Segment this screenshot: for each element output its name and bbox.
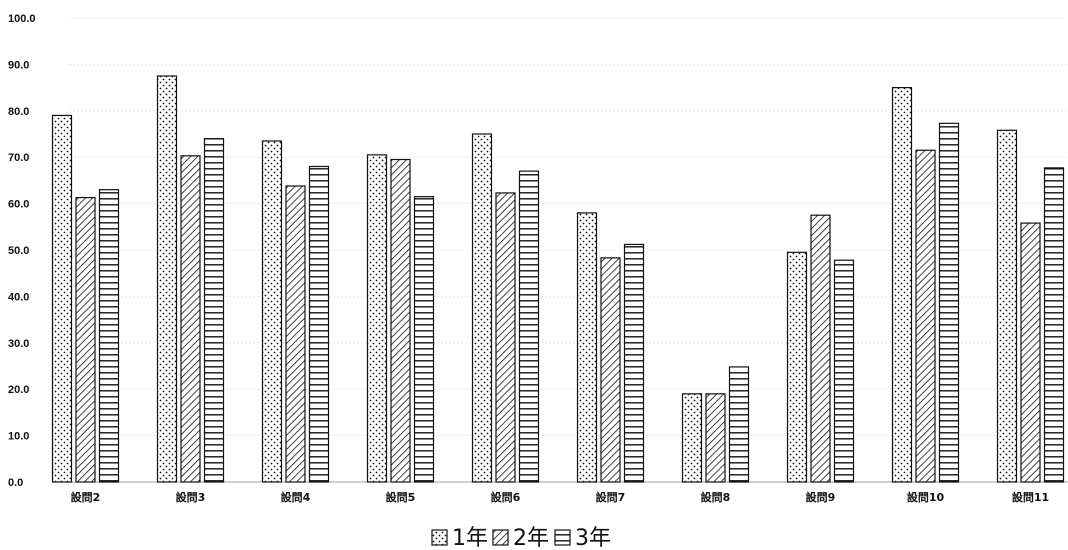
bar bbox=[203, 138, 225, 483]
x-category-label: 設問5 bbox=[386, 490, 416, 504]
bar bbox=[810, 214, 831, 483]
legend-swatch bbox=[492, 529, 509, 546]
legend-label: 1年 bbox=[452, 526, 488, 550]
bar bbox=[786, 251, 808, 483]
bar bbox=[518, 170, 540, 483]
y-axis-tick-labels: 0.0 10.0 20.0 30.0 40.0 50.0 60.0 70.0 80.0 90.0 1… bbox=[8, 13, 36, 489]
x-category-label: 設問7 bbox=[596, 490, 626, 504]
x-category-label: 設問3 bbox=[176, 490, 206, 504]
x-category-label: 設問11 bbox=[1012, 490, 1049, 504]
bar bbox=[390, 158, 411, 483]
bar bbox=[51, 114, 73, 483]
x-category-label: 設問2 bbox=[71, 490, 101, 504]
legend-label: 2年 bbox=[513, 526, 549, 550]
y-tick-label: 80.0 bbox=[8, 106, 29, 118]
bar bbox=[75, 196, 96, 483]
x-category-label: 設問6 bbox=[491, 490, 521, 504]
y-tick-label: 10.0 bbox=[8, 431, 29, 443]
bar bbox=[705, 393, 726, 483]
bar bbox=[308, 165, 330, 483]
bar bbox=[261, 140, 283, 483]
bar bbox=[1020, 222, 1041, 483]
bar bbox=[996, 129, 1018, 483]
bars bbox=[51, 75, 1065, 483]
bar bbox=[98, 189, 120, 483]
bar bbox=[728, 366, 750, 483]
x-axis-category-labels: 設問2 設問3 設問4 設問5 設問6 設問7 設問8 設問9 設問10 設問11 bbox=[71, 490, 1049, 504]
bar bbox=[495, 192, 516, 483]
bar bbox=[366, 154, 388, 483]
y-tick-label: 30.0 bbox=[8, 338, 29, 350]
x-category-label: 設問4 bbox=[281, 490, 311, 504]
bar bbox=[180, 155, 201, 483]
y-tick-label: 70.0 bbox=[8, 152, 29, 164]
y-tick-label: 100.0 bbox=[8, 13, 36, 25]
x-category-label: 設問10 bbox=[907, 490, 945, 504]
y-tick-label: 20.0 bbox=[8, 384, 29, 396]
bar bbox=[915, 149, 936, 483]
bar bbox=[413, 196, 435, 483]
bar bbox=[471, 133, 493, 483]
bar bbox=[623, 243, 645, 483]
bar bbox=[833, 259, 855, 483]
legend-label: 3年 bbox=[575, 526, 611, 550]
bar bbox=[938, 122, 960, 483]
y-tick-label: 40.0 bbox=[8, 291, 29, 303]
y-tick-label: 60.0 bbox=[8, 199, 29, 211]
x-category-label: 設問9 bbox=[806, 490, 836, 504]
bar bbox=[600, 257, 621, 483]
legend-swatch bbox=[554, 529, 571, 546]
bar bbox=[1043, 167, 1065, 483]
bar bbox=[891, 86, 913, 483]
bar bbox=[285, 185, 306, 483]
y-tick-label: 0.0 bbox=[8, 477, 23, 489]
bar bbox=[576, 212, 598, 483]
bar bbox=[681, 393, 703, 483]
y-tick-label: 50.0 bbox=[8, 245, 29, 257]
y-tick-label: 90.0 bbox=[8, 59, 29, 71]
x-category-label: 設問8 bbox=[701, 490, 731, 504]
legend-swatch bbox=[431, 529, 448, 546]
legend: 1年 2年 3年 bbox=[431, 526, 611, 550]
bar bbox=[156, 75, 178, 483]
